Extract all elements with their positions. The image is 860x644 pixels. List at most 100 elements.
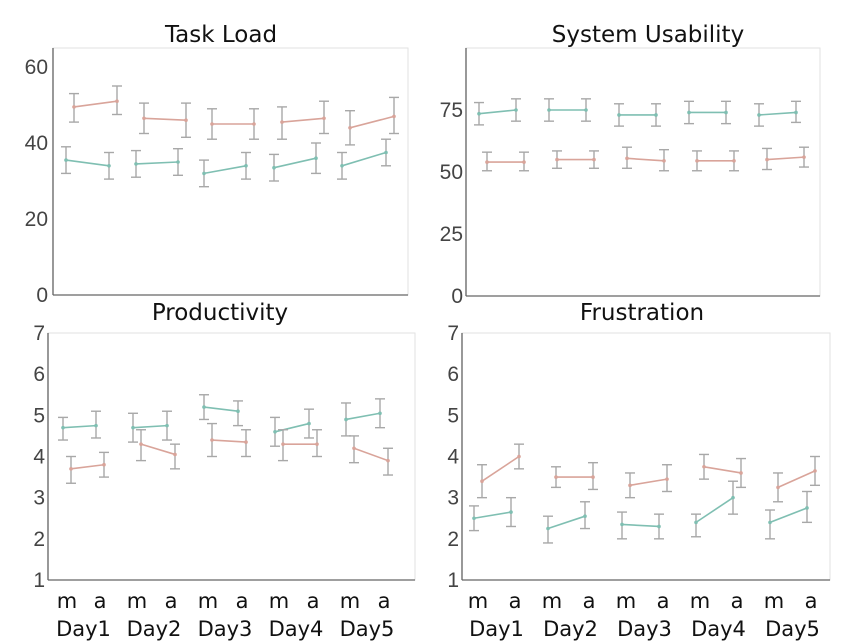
data-point (165, 423, 169, 428)
chart-title: Frustration (580, 300, 704, 326)
series-line (281, 117, 325, 123)
series-line (626, 157, 665, 162)
y-tick-label: 2 (447, 528, 459, 551)
x-tick-day-label: Day4 (691, 617, 746, 641)
y-tick-label: 4 (447, 446, 459, 469)
data-point (555, 157, 559, 162)
data-point (202, 171, 206, 176)
data-point (139, 442, 143, 446)
data-point (386, 458, 390, 463)
data-point (768, 520, 772, 525)
y-tick-label: 6 (33, 363, 45, 386)
y-tick-label: 0 (451, 285, 463, 308)
x-tick-label: a (94, 589, 107, 613)
series-line (345, 412, 381, 421)
data-point (480, 479, 484, 484)
x-tick-label: m (542, 589, 562, 613)
data-point (348, 126, 352, 130)
series-line (70, 463, 105, 470)
y-tick-label: 20 (25, 208, 48, 231)
y-tick-label: 3 (33, 487, 45, 510)
chart-title: System Usability (552, 22, 744, 48)
x-tick-label: a (805, 589, 818, 613)
y-tick-label: 5 (447, 404, 459, 427)
data-point (732, 159, 736, 163)
task-load-panel: Task Load 0 20 40 60 (25, 22, 409, 307)
data-point (584, 108, 588, 112)
series-group-teal (58, 394, 385, 447)
data-point (344, 417, 348, 422)
series-group-teal (474, 98, 801, 127)
data-point (272, 165, 276, 170)
data-point (273, 430, 277, 434)
plot-area (52, 47, 409, 296)
series-line (703, 466, 742, 474)
series-line (629, 478, 668, 487)
y-tick-label: 2 (33, 528, 45, 551)
series-line (353, 447, 389, 462)
x-tick-label: m (269, 589, 289, 613)
series-line (140, 443, 176, 456)
series-group-red (477, 443, 820, 503)
plot-area (465, 47, 821, 297)
data-point (252, 122, 256, 126)
x-tick-day-label: Day3 (617, 617, 672, 641)
x-tick-day-label: Day2 (127, 617, 182, 641)
x-tick-label: m (616, 589, 636, 613)
data-point (131, 425, 135, 430)
x-tick-label: m (127, 589, 147, 613)
series-line (65, 159, 110, 167)
x-tick-label: m (468, 589, 488, 613)
data-point (69, 467, 73, 471)
data-point (202, 405, 206, 409)
data-point (244, 164, 248, 168)
y-tick-label: 40 (25, 132, 48, 155)
data-point (107, 164, 111, 168)
data-point (517, 454, 521, 459)
series-line (62, 424, 97, 429)
data-point (210, 438, 214, 442)
y-tick-label: 4 (33, 446, 45, 469)
series-group-teal (469, 480, 812, 544)
y-tick-label: 7 (33, 322, 45, 345)
data-point (142, 116, 146, 121)
x-tick-label: a (236, 589, 249, 613)
y-tick-label: 75 (440, 99, 463, 122)
data-point (472, 516, 476, 521)
series-line (73, 100, 118, 108)
data-point (134, 162, 138, 166)
data-point (583, 514, 587, 518)
y-tick-label: 5 (33, 404, 45, 427)
x-tick-day-label: Day5 (765, 617, 820, 641)
data-point (765, 157, 769, 162)
x-tick-label: m (57, 589, 77, 613)
data-point (617, 113, 621, 117)
data-point (654, 113, 658, 117)
data-point (757, 113, 761, 117)
data-point (794, 110, 798, 115)
series-line (349, 115, 395, 129)
y-tick-label: 0 (36, 284, 48, 307)
data-point (628, 483, 632, 488)
data-point (378, 411, 382, 416)
x-tick-day-label: Day3 (198, 617, 253, 641)
data-point (657, 524, 661, 529)
y-tick-label: 1 (33, 569, 45, 592)
series-line (766, 156, 805, 161)
chart-title: Task Load (164, 22, 277, 48)
series-line (758, 111, 797, 116)
data-point (72, 105, 76, 109)
data-point (61, 425, 65, 430)
x-tick-day-label: Day1 (469, 617, 524, 641)
series-line (695, 497, 734, 524)
data-point (307, 421, 311, 426)
data-point (210, 122, 214, 126)
series-line (203, 165, 247, 175)
data-point (554, 475, 558, 479)
series-group-red (482, 146, 809, 172)
data-point (776, 485, 780, 490)
data-point (115, 99, 119, 103)
data-point (695, 159, 699, 163)
series-group-teal (61, 138, 391, 188)
